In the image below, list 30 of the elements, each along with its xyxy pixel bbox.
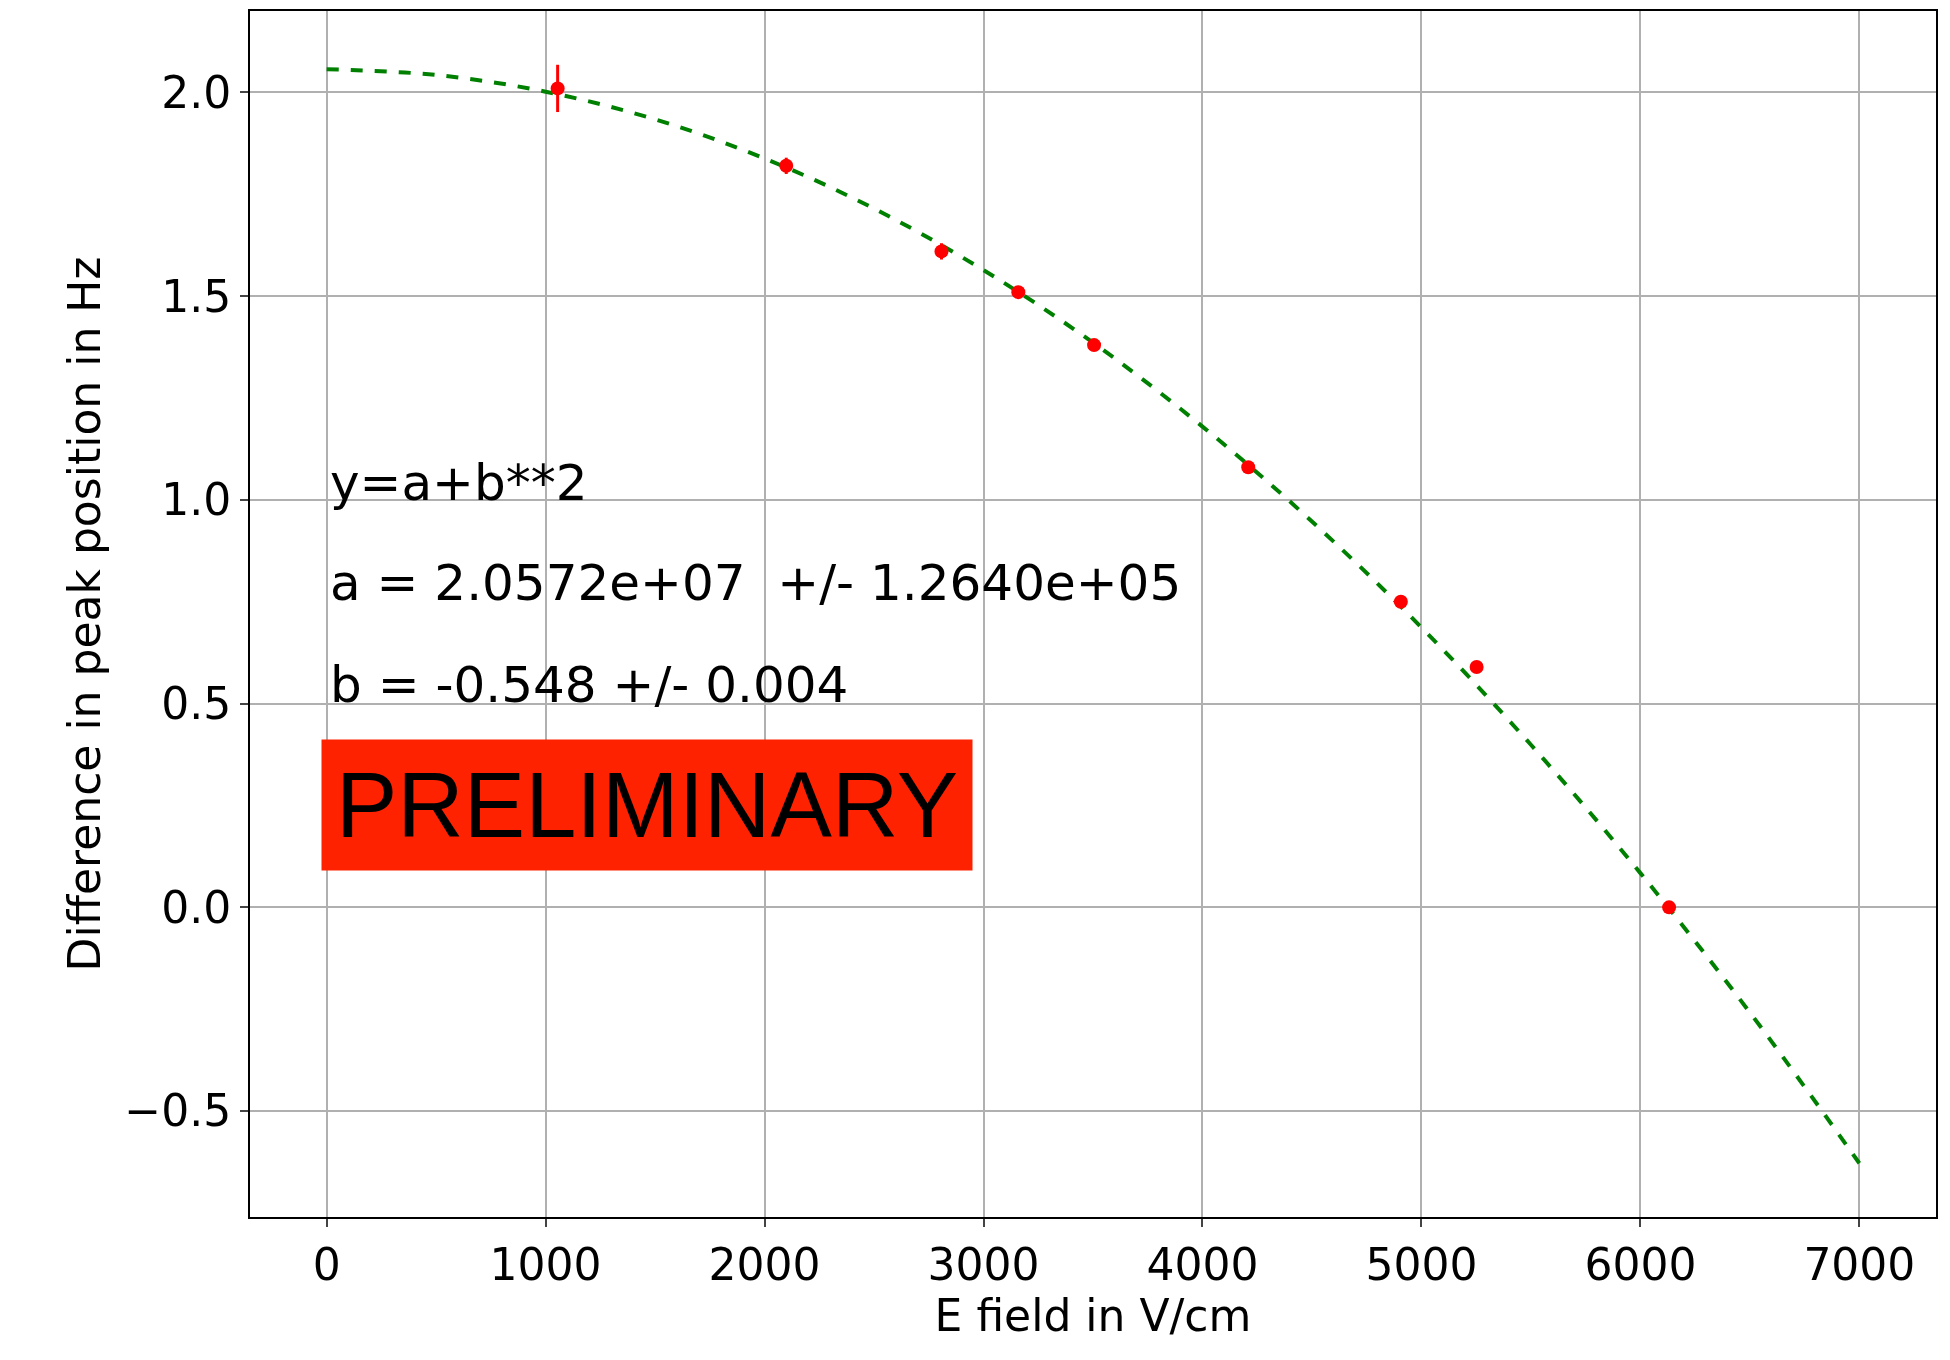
point xyxy=(1241,460,1256,475)
annotation: a = 2.0572e+07 +/- 1.2640e+05 xyxy=(330,554,1182,612)
x-tick-label: 6000 xyxy=(1584,1238,1697,1290)
x-tick-label: 1000 xyxy=(489,1238,602,1290)
x-tick-label: 3000 xyxy=(927,1238,1040,1290)
point xyxy=(550,81,565,96)
x-tick-label: 7000 xyxy=(1803,1238,1916,1290)
annotation: y=a+b**2 xyxy=(330,454,588,512)
y-tick-label: −0.5 xyxy=(124,1085,232,1137)
point xyxy=(1011,285,1026,300)
x-tick-label: 4000 xyxy=(1146,1238,1259,1290)
point xyxy=(934,244,949,259)
x-axis-title: E field in V/cm xyxy=(934,1289,1252,1341)
y-tick-label: 1.0 xyxy=(161,474,232,526)
annotation: b = -0.548 +/- 0.004 xyxy=(330,656,849,714)
x-tick-label: 5000 xyxy=(1365,1238,1478,1290)
y-tick-label: 0.0 xyxy=(161,881,232,933)
x-tick-label: 2000 xyxy=(708,1238,821,1290)
point xyxy=(1662,900,1677,915)
y-tick-label: 1.5 xyxy=(161,270,232,322)
y-tick-label: 0.5 xyxy=(161,678,232,730)
line-series xyxy=(324,67,1862,1166)
point xyxy=(779,158,794,173)
x-tick-label: 0 xyxy=(312,1238,341,1290)
point xyxy=(1393,594,1408,609)
point xyxy=(1087,338,1102,353)
point xyxy=(1469,659,1484,674)
y-tick-label: 2.0 xyxy=(161,66,232,118)
y-axis-title: Difference in peak position in Hz xyxy=(58,256,110,972)
annotation: PRELIMINARY xyxy=(336,754,959,856)
